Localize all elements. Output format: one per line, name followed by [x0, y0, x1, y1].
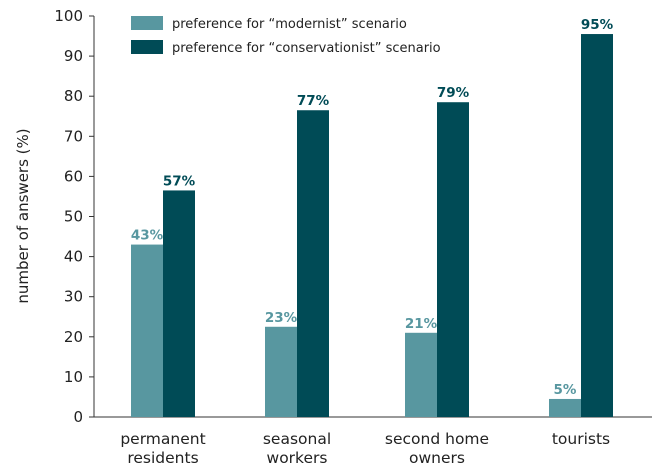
y-tick-label: 60 — [64, 167, 83, 185]
y-tick-label: 10 — [64, 368, 83, 386]
y-axis-ticks: 0 10 20 30 40 50 60 70 80 90 100 — [54, 7, 94, 426]
x-category-label: workers — [267, 449, 328, 467]
x-category-label: owners — [409, 449, 465, 467]
x-category-label: residents — [127, 449, 198, 467]
y-tick-label: 70 — [64, 127, 83, 145]
y-tick-label: 80 — [64, 87, 83, 105]
y-tick-label: 40 — [64, 248, 83, 266]
data-label-series-2-3: 95% — [581, 17, 614, 33]
y-tick-label: 50 — [64, 208, 83, 226]
y-tick-label: 0 — [73, 408, 83, 426]
legend-label-1: preference for “modernist” scenario — [172, 17, 407, 32]
legend: preference for “modernist” scenario prefe… — [131, 16, 441, 56]
data-label-series-2-1: 77% — [297, 93, 330, 109]
bar-series-1-1 — [265, 326, 297, 417]
data-label-series-1-2: 21% — [405, 316, 438, 332]
bar-series-2-1 — [297, 110, 329, 418]
data-label-series-2-0: 57% — [163, 173, 196, 189]
y-tick-label: 100 — [54, 7, 83, 25]
data-label-series-1-0: 43% — [131, 228, 164, 244]
legend-swatch-2 — [131, 40, 163, 54]
y-tick-label: 20 — [64, 328, 83, 346]
legend-swatch-1 — [131, 16, 163, 30]
y-axis-title: number of answers (%) — [14, 128, 32, 303]
x-category-label: tourists — [552, 430, 610, 448]
bar-series-2-2 — [437, 102, 469, 417]
data-label-series-2-2: 79% — [437, 85, 470, 101]
bar-series-1-0 — [131, 244, 163, 417]
bar-series-2-0 — [163, 190, 195, 417]
y-tick-label: 30 — [64, 288, 83, 306]
y-tick-label: 90 — [64, 47, 83, 65]
data-label-series-1-1: 23% — [265, 310, 298, 326]
bar-series-1-2 — [405, 332, 437, 417]
x-category-label: second home — [385, 430, 489, 448]
bar-series-1-3 — [549, 398, 581, 417]
x-category-label: permanent — [120, 430, 205, 448]
legend-label-2: preference for “conservationist” scenari… — [172, 41, 441, 56]
x-category-label: seasonal — [263, 430, 331, 448]
bars-group: 43% 23% 21% 5% 57% 77% 79% 95% — [131, 17, 614, 418]
data-label-series-1-3: 5% — [554, 382, 577, 398]
bar-series-2-3 — [581, 34, 613, 418]
